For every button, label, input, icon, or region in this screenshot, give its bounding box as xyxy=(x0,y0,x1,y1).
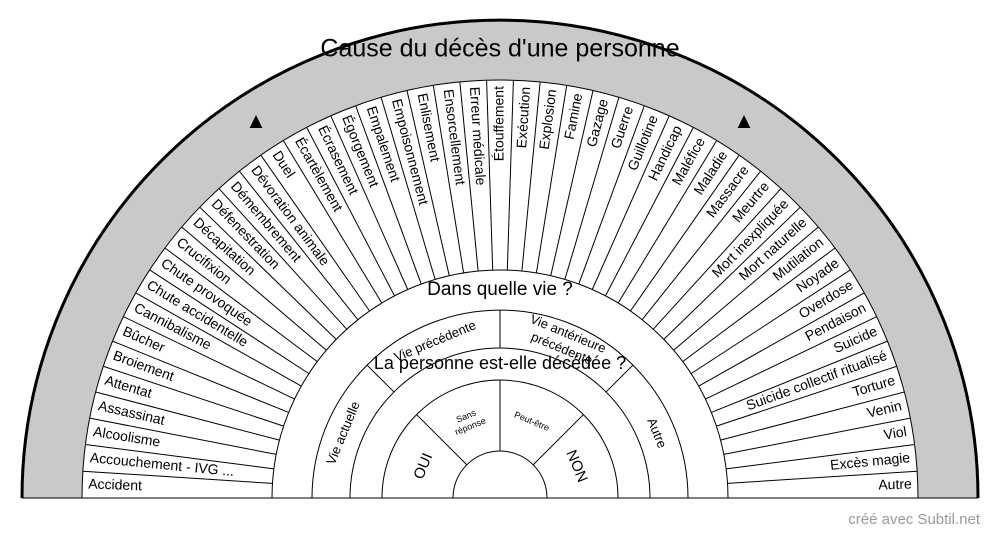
cause-divider xyxy=(506,80,514,271)
cause-divider xyxy=(605,127,694,297)
life-title-arc xyxy=(311,309,689,499)
cause-divider xyxy=(550,90,594,276)
cause-label: Gazage xyxy=(583,97,611,149)
cause-divider xyxy=(564,97,620,280)
board-title: Cause du décès d'une personne xyxy=(320,35,679,63)
cause-divider xyxy=(112,340,289,413)
cause-divider xyxy=(355,105,422,285)
cause-label: Attentat xyxy=(103,372,154,401)
cause-dividers xyxy=(82,80,918,484)
cause-label: Venin xyxy=(865,397,903,420)
cause-divider xyxy=(690,269,851,375)
cause-divider xyxy=(85,444,274,470)
cause-divider xyxy=(218,188,348,330)
cause-label: Duel xyxy=(270,148,299,181)
cause-divider xyxy=(103,365,284,427)
cause-divider xyxy=(698,292,865,387)
arrow-right-icon: ▲ xyxy=(733,108,755,133)
cause-divider xyxy=(711,340,888,413)
cause-divider xyxy=(652,188,782,330)
cause-divider xyxy=(727,470,918,484)
cause-divider xyxy=(521,81,541,272)
cause-divider xyxy=(164,247,318,363)
ring-arc-3 xyxy=(452,450,548,499)
ring-arcs xyxy=(81,79,919,499)
cause-label: Accident xyxy=(88,475,142,493)
cause-divider xyxy=(260,154,370,312)
deceased-option-label: NON xyxy=(562,448,590,485)
deceased-option-label: OUI xyxy=(410,451,436,482)
ring-arc-0 xyxy=(81,79,919,499)
cause-divider xyxy=(82,470,273,484)
cause-divider xyxy=(663,206,801,340)
cause-label: Alcoolisme xyxy=(92,423,162,450)
cause-divider xyxy=(238,170,359,321)
cause-label: Accouchement - IVG ... xyxy=(89,449,235,479)
cause-divider xyxy=(95,391,280,441)
cause-divider xyxy=(330,115,409,290)
cause-divider xyxy=(89,417,277,455)
cause-divider xyxy=(630,154,740,312)
arrow-left-icon: ▲ xyxy=(245,108,267,133)
cause-label: Viol xyxy=(882,423,907,442)
cause-label: Ensorcellement xyxy=(441,88,469,186)
cause-divider xyxy=(726,444,915,470)
cause-divider xyxy=(673,226,819,351)
outer-band xyxy=(22,20,978,498)
ring-arc-2 xyxy=(349,347,651,499)
cause-divider xyxy=(578,105,645,285)
cause-divider xyxy=(682,247,836,363)
outer-outline xyxy=(20,18,980,499)
life-divider xyxy=(366,364,395,393)
cause-divider xyxy=(149,269,310,375)
deceased-title-arc xyxy=(381,379,619,499)
life-option: Autre xyxy=(644,416,670,450)
cause-label: Autre xyxy=(878,475,912,492)
cause-divider xyxy=(641,170,762,321)
deceased-divider xyxy=(532,414,584,466)
life-option: Vie actuelle xyxy=(323,399,362,467)
cause-divider xyxy=(406,90,450,276)
deceased-option-label: Peut-être xyxy=(513,409,551,432)
cause-divider xyxy=(432,85,465,273)
cause-divider xyxy=(459,81,479,272)
cause-label: Explosion xyxy=(536,88,560,150)
cause-divider xyxy=(716,365,897,427)
cause-label: Excès magie xyxy=(829,449,911,473)
cause-divider xyxy=(535,85,568,273)
cause-divider xyxy=(306,127,395,297)
cause-divider xyxy=(591,115,670,290)
cause-label: Exécution xyxy=(513,86,533,148)
ring-arc-1 xyxy=(271,269,729,499)
deceased-option: NON xyxy=(562,448,590,485)
deceased-question-title: La personne est-elle décédée ? xyxy=(374,353,626,373)
deceased-option: OUI xyxy=(410,451,436,482)
life-question-title: Dans quelle vie ? xyxy=(427,279,573,300)
cause-divider xyxy=(720,391,905,441)
cause-divider xyxy=(123,316,295,400)
cause-divider xyxy=(723,417,911,455)
life-option-label: Vie actuelle xyxy=(323,399,362,467)
cause-divider xyxy=(486,80,494,271)
cause-divider xyxy=(380,97,436,280)
cause-label: Erreur médicale xyxy=(467,86,489,186)
cause-divider xyxy=(199,206,337,340)
cause-label: Étouffement xyxy=(491,86,507,161)
cause-divider xyxy=(282,140,383,304)
cause-divider xyxy=(181,226,327,351)
cause-divider xyxy=(135,292,302,387)
life-option-label: Autre xyxy=(644,416,670,450)
deceased-divider xyxy=(416,414,468,466)
footer-credit: créé avec Subtil.net xyxy=(848,511,980,528)
cause-divider xyxy=(617,140,718,304)
life-divider xyxy=(605,364,634,393)
deceased-option: Peut-être xyxy=(513,409,551,432)
cause-label: Guerre xyxy=(607,104,636,151)
cause-divider xyxy=(705,316,877,400)
